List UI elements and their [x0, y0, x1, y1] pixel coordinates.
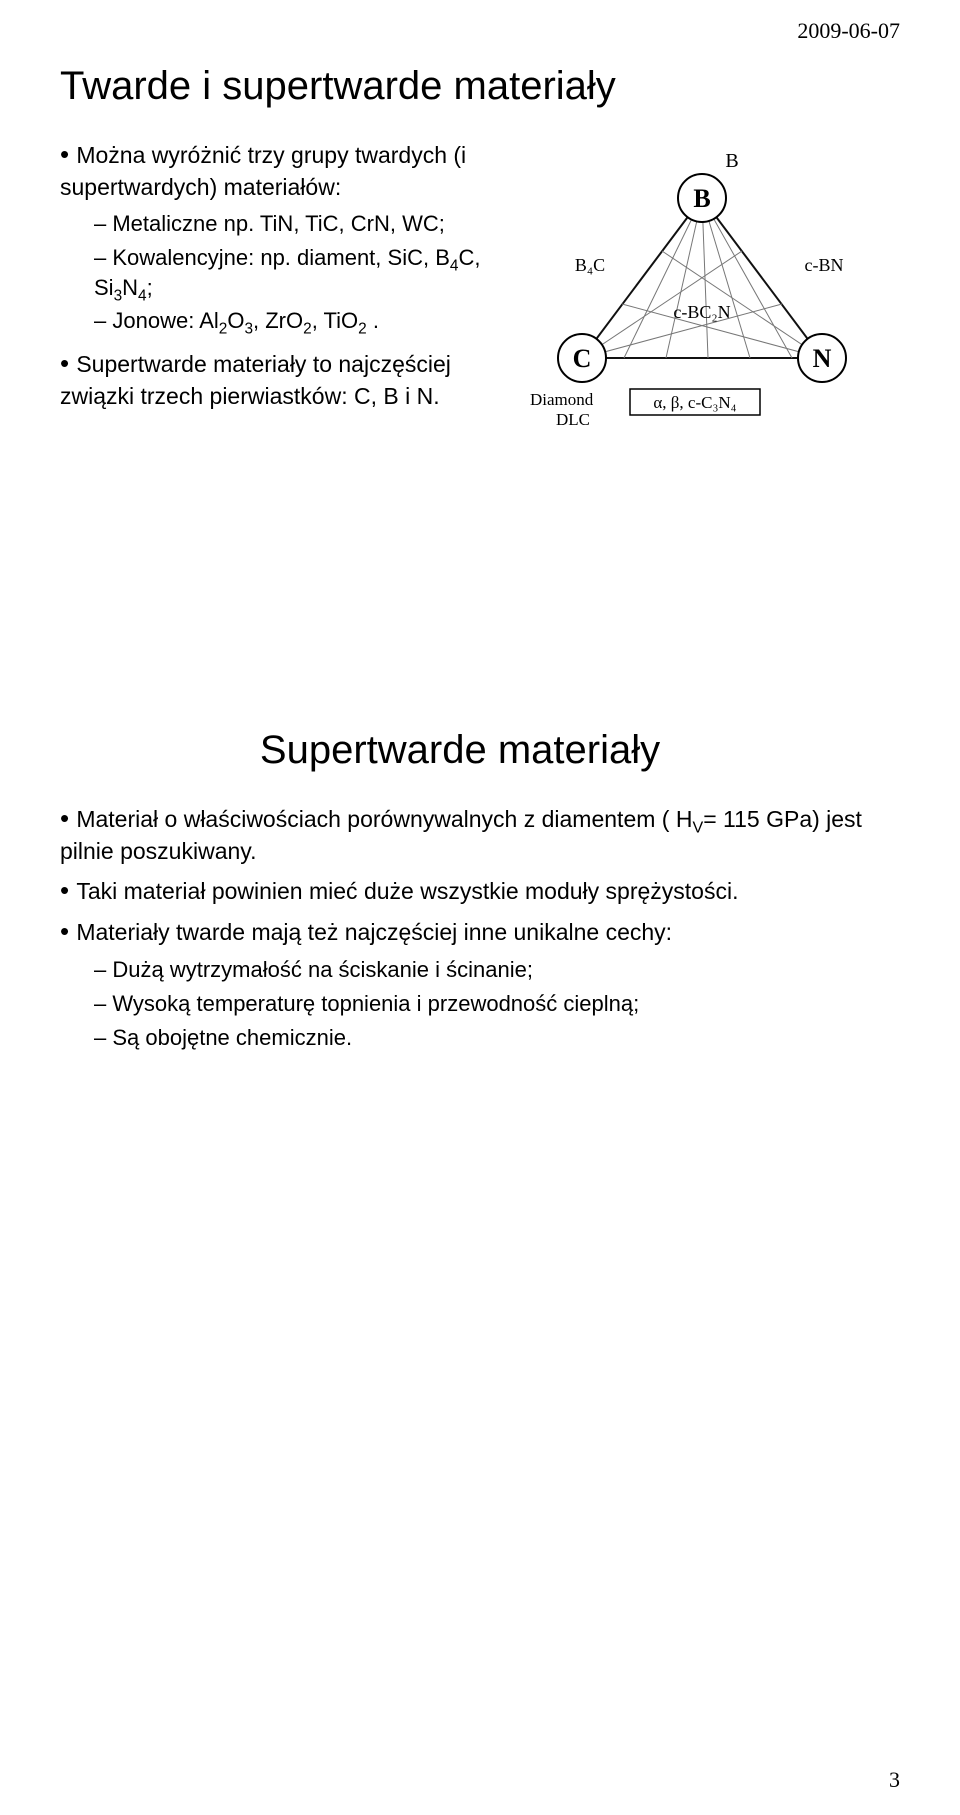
subscript: 3 [114, 287, 123, 304]
slide2-bullet-2: Taki materiał powinien mieć duże wszystk… [60, 873, 900, 908]
vertex-b: B [678, 174, 726, 222]
slide1-sub-1a: Metaliczne np. TiN, TiC, CrN, WC; [94, 209, 500, 239]
top-b-label: B [725, 150, 738, 172]
txt: Kowalencyjne: np. diament, SiC, B [112, 245, 450, 270]
txt: ; [147, 275, 153, 300]
node-label: B [693, 184, 710, 213]
slide1-body: Można wyróżnić trzy grupy twardych (i su… [60, 137, 900, 448]
txt: Jonowe: Al [112, 308, 218, 333]
slide2-bullet-1: Materiał o właściwościach porównywalnych… [60, 801, 900, 867]
txt: N [122, 275, 138, 300]
bottom-box-label: α, β, c-C₃N₄ [653, 393, 736, 412]
page-number: 3 [889, 1767, 900, 1793]
page: 2009-06-07 Twarde i supertwarde materiał… [0, 0, 960, 1815]
slide1-bullet-2: Supertwarde materiały to najczęściej zwi… [60, 346, 500, 412]
date-stamp: 2009-06-07 [797, 18, 900, 44]
slide1-title: Twarde i supertwarde materiały [60, 64, 900, 109]
node-label: N [813, 344, 832, 373]
bcn-triangle-diagram: B C N B B₄C c-BN c-BC₂N [512, 143, 892, 443]
txt: O [227, 308, 244, 333]
bullet-text: Materiały twarde mają też najczęściej in… [76, 919, 672, 945]
subscript: 4 [138, 287, 147, 304]
txt: , ZrO [253, 308, 303, 333]
subscript: V [692, 819, 703, 837]
bottom-left-label-2: DLC [556, 410, 590, 429]
slide1-bullet-1: Można wyróżnić trzy grupy twardych (i su… [60, 137, 500, 336]
txt: , TiO [312, 308, 358, 333]
bullet-text: Można wyróżnić trzy grupy twardych (i su… [60, 142, 466, 200]
slide1-diagram-col: B C N B B₄C c-BN c-BC₂N [500, 137, 900, 448]
subscript: 2 [358, 321, 367, 338]
slide-1: Twarde i supertwarde materiały Można wyr… [60, 64, 900, 448]
subscript: 3 [244, 321, 253, 338]
txt: . [367, 308, 379, 333]
slide2-title: Supertwarde materiały [20, 728, 900, 773]
vertex-n: N [798, 334, 846, 382]
edge-left-label: B₄C [575, 255, 605, 275]
edge-right-label: c-BN [805, 255, 844, 275]
slide-2: Supertwarde materiały Materiał o właściw… [60, 728, 900, 1052]
slide1-text-col: Można wyróżnić trzy grupy twardych (i su… [60, 137, 500, 418]
slide1-sub-1b: Kowalencyjne: np. diament, SiC, B4C, Si3… [94, 243, 500, 302]
subscript: 2 [303, 321, 312, 338]
bullet-text: Supertwarde materiały to najczęściej zwi… [60, 351, 451, 409]
slide2-bullet-3: Materiały twarde mają też najczęściej in… [60, 914, 900, 1052]
bottom-left-label-1: Diamond [530, 390, 594, 409]
txt: Materiał o właściwościach porównywalnych… [76, 806, 692, 832]
node-label: C [573, 344, 592, 373]
bullet-text: Taki materiał powinien mieć duże wszystk… [76, 878, 738, 904]
slide2-sub-1: Dużą wytrzymałość na ściskanie i ścinani… [94, 955, 900, 985]
vertex-c: C [558, 334, 606, 382]
slide2-sub-3: Są obojętne chemicznie. [94, 1023, 900, 1053]
slide1-sub-1c: Jonowe: Al2O3, ZrO2, TiO2 . [94, 306, 500, 336]
slide2-sub-2: Wysoką temperaturę topnienia i przewodno… [94, 989, 900, 1019]
edge-center-label: c-BC₂N [673, 302, 730, 322]
